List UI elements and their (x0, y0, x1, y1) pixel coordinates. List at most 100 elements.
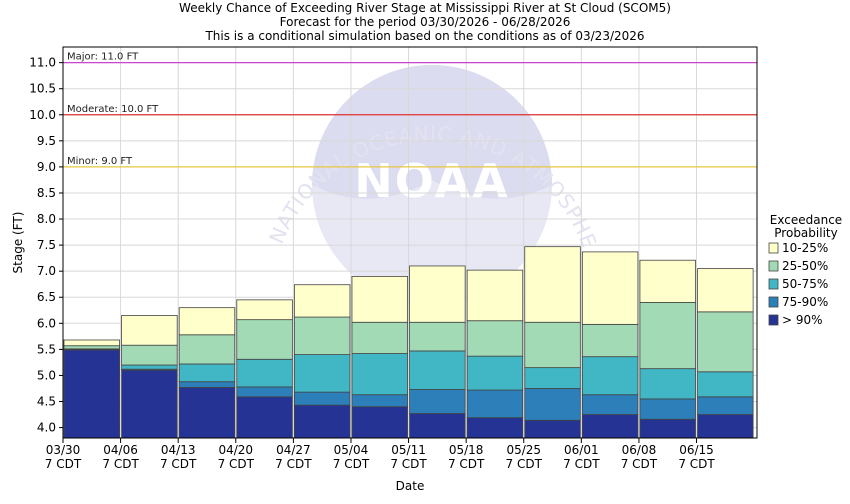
x-tick-tz: 7 CDT (275, 457, 312, 471)
bar-band (697, 371, 754, 398)
title-line: Forecast for the period 03/30/2026 - 06/… (280, 15, 571, 29)
bar-band (236, 299, 293, 321)
bar-band (236, 396, 293, 439)
bar-band (581, 251, 639, 325)
bar-band (581, 356, 639, 396)
bar-band (639, 398, 696, 420)
bar-band (581, 323, 639, 358)
x-tick-date: 04/20 (218, 443, 253, 457)
y-tick-label: 9.5 (37, 134, 56, 148)
bar-band (121, 369, 178, 439)
bar-band (697, 268, 754, 313)
bar-band (293, 404, 351, 439)
x-tick-tz: 7 CDT (506, 457, 543, 471)
bar-band (121, 344, 178, 366)
legend-swatch (768, 242, 779, 254)
x-tick-date: 06/08 (622, 443, 657, 457)
bar-band (639, 368, 696, 400)
legend-swatch (768, 296, 779, 308)
bar-band (293, 284, 351, 318)
x-tick-tz: 7 CDT (621, 457, 658, 471)
y-tick-label: 6.0 (37, 316, 56, 330)
y-tick-label: 11.0 (29, 56, 56, 70)
x-tick-date: 06/01 (564, 443, 599, 457)
y-tick-label: 8.0 (37, 212, 56, 226)
bar-band (351, 353, 408, 396)
bars-group (63, 246, 754, 439)
legend-label: 25-50% (782, 259, 828, 273)
x-tick-date: 05/11 (391, 443, 426, 457)
y-tick-label: 10.5 (29, 82, 56, 96)
bar-band (409, 413, 466, 439)
legend-label: 50-75% (782, 277, 828, 291)
bar-band (236, 358, 293, 388)
bar-band (121, 364, 178, 370)
bar-band (351, 321, 408, 354)
bar-band (466, 269, 524, 322)
bar-band (524, 367, 581, 389)
legend-swatch (768, 278, 779, 290)
y-tick-label: 5.0 (37, 368, 56, 382)
bar-band (409, 389, 466, 414)
bar-band (63, 339, 120, 347)
legend-label: 10-25% (782, 241, 828, 255)
bar-band (409, 265, 466, 323)
x-tick-date: 04/27 (276, 443, 311, 457)
plot-frame (62, 46, 758, 439)
bar-band (524, 419, 581, 439)
bar-band (351, 394, 408, 408)
bar-band (697, 414, 754, 439)
legend-label: > 90% (782, 313, 823, 327)
y-tick-label: 4.5 (37, 395, 56, 409)
legend-title: Probability (774, 226, 837, 240)
y-axis-label: Stage (FT) (11, 212, 25, 274)
x-tick-date: 05/25 (506, 443, 541, 457)
bar-band (466, 389, 524, 419)
bar-band (409, 321, 466, 352)
bar-band (524, 388, 581, 421)
y-tick-label: 7.5 (37, 238, 56, 252)
x-tick-tz: 7 CDT (218, 457, 255, 471)
bar-band (466, 417, 524, 439)
bar-band (524, 321, 581, 369)
x-tick-tz: 7 CDT (448, 457, 485, 471)
x-tick-date: 03/30 (46, 443, 81, 457)
bar-band (351, 275, 408, 323)
y-tick-label: 7.0 (37, 264, 56, 278)
y-tick-label: 8.5 (37, 186, 56, 200)
legend-swatch (768, 314, 779, 326)
bar-band (697, 311, 754, 373)
bar-band (409, 350, 466, 390)
y-axis: 4.0 4.5 5.0 5.5 6.0 6.5 7.0 7.5 8.0 8.5 9.0 9.5 10.0… (29, 56, 63, 435)
threshold-label: Moderate: 10.0 FT (67, 104, 159, 115)
legend-title: Exceedance (770, 213, 842, 227)
x-tick-date: 05/18 (449, 443, 484, 457)
bar-band (581, 394, 639, 415)
noaa-logo-wave (312, 65, 552, 199)
bar-band (63, 349, 120, 439)
y-tick-label: 9.0 (37, 160, 56, 174)
title-line: Weekly Chance of Exceeding River Stage a… (179, 1, 671, 15)
x-tick-tz: 7 CDT (678, 457, 715, 471)
bar-band (236, 319, 293, 360)
bar-band (466, 355, 524, 391)
noaa-logo-text: NOAA (354, 154, 510, 208)
bar-band (178, 334, 236, 365)
bar-band (178, 363, 236, 383)
bar-band (524, 246, 581, 323)
bar-band (639, 302, 696, 370)
y-tick-label: 4.0 (37, 421, 56, 435)
bar-band (466, 320, 524, 357)
x-tick-tz: 7 CDT (333, 457, 370, 471)
chart-title: Weekly Chance of Exceeding River Stage a… (179, 1, 671, 43)
threshold-lines: Major: 11.0 FT Moderate: 10.0 FT Minor: 9.… (63, 52, 757, 168)
bar-band (178, 381, 236, 388)
bar-band (639, 259, 696, 303)
threshold-label: Minor: 9.0 FT (67, 156, 133, 167)
title-line: This is a conditional simulation based o… (204, 29, 644, 43)
bar-band (639, 418, 696, 439)
